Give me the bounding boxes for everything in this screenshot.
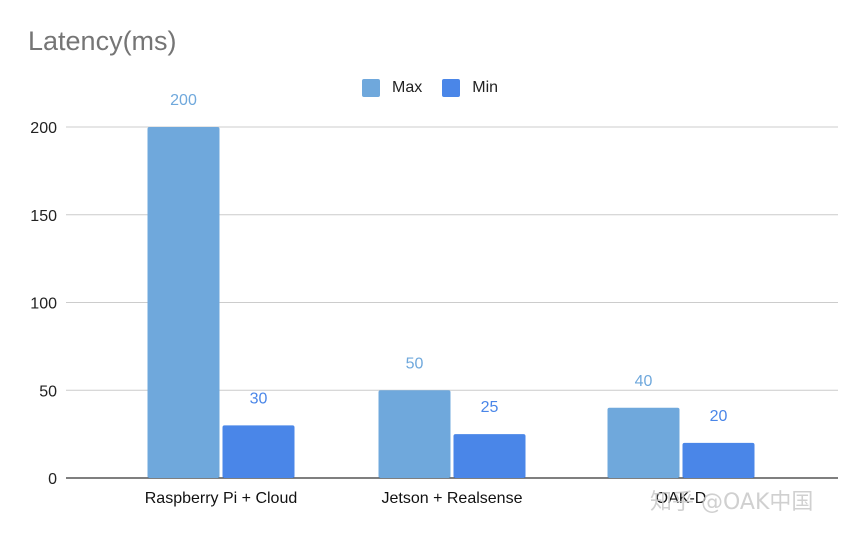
bar-max-1 [378,390,451,478]
chart-title: Latency(ms) [28,26,177,56]
data-label-min-1: 25 [481,399,499,416]
legend-item-min: Min [442,79,498,97]
legend-item-max: Max [362,79,422,97]
bar-min-2 [682,442,755,478]
legend-swatch-max [362,79,380,97]
x-category-label-0: Raspberry Pi + Cloud [145,490,298,507]
chart-legend: Max Min [362,79,518,97]
bar-max-2 [607,407,680,478]
y-tick-label-150: 150 [30,208,57,225]
watermark-text: 知乎 @OAK中国 [650,490,814,515]
data-label-max-0: 200 [170,92,197,109]
legend-swatch-min [442,79,461,97]
y-tick-label-0: 0 [48,471,57,488]
y-tick-label-200: 200 [30,120,57,137]
legend-label-max: Max [392,79,423,96]
bar-max-0 [147,127,220,478]
data-label-max-1: 50 [406,355,424,372]
legend-label-min: Min [472,79,499,96]
x-category-label-2: OAK-D [656,490,707,507]
data-label-max-2: 40 [635,373,653,390]
y-tick-label-50: 50 [39,383,57,400]
y-tick-label-100: 100 [30,296,57,313]
bar-min-1 [453,434,526,478]
data-label-min-2: 20 [710,408,728,425]
x-category-label-1: Jetson + Realsense [382,490,523,507]
data-label-min-0: 30 [250,390,268,407]
bar-min-0 [222,425,295,478]
